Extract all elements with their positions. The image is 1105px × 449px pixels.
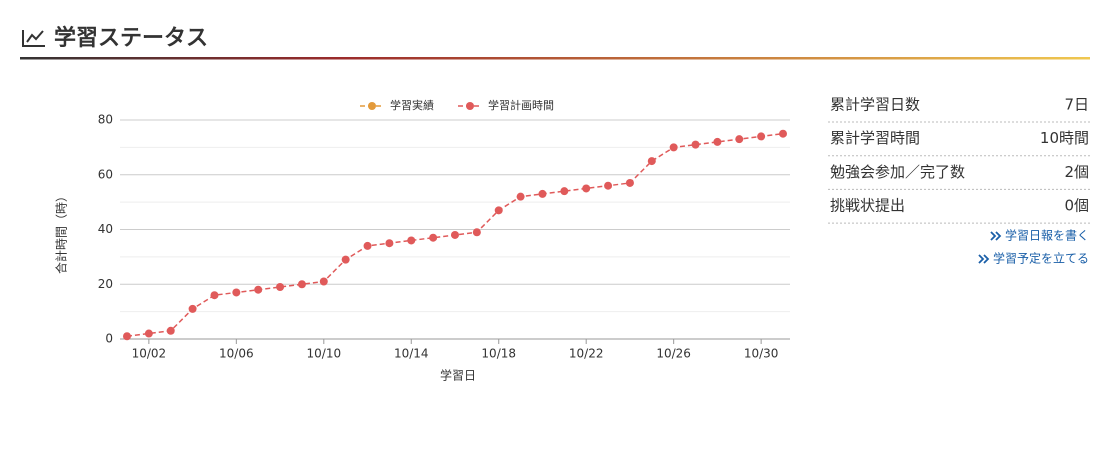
header-icon [22, 30, 45, 47]
stat-label: 累計学習時間 [830, 129, 920, 147]
data-point [385, 239, 394, 248]
stat-value: 0個 [1064, 197, 1089, 215]
data-point [779, 129, 787, 138]
data-point [691, 140, 700, 149]
x-tick-label: 10/14 [394, 347, 429, 361]
data-point [538, 189, 547, 198]
stat-label: 挑戦状提出 [830, 197, 905, 215]
stat-value: 7日 [1064, 96, 1089, 114]
data-point [669, 143, 678, 152]
stat-value: 2個 [1064, 163, 1089, 181]
x-axis-title: 学習日 [440, 368, 476, 383]
link-icon [978, 254, 990, 264]
stat-value: 10時間 [1040, 129, 1089, 147]
data-point [582, 184, 591, 193]
title-underline [20, 57, 1090, 60]
data-point [451, 230, 459, 239]
x-tick-label: 10/22 [569, 347, 604, 361]
page-title: 学習ステータス [54, 25, 208, 51]
data-point [560, 187, 569, 196]
x-tick-label: 10/10 [307, 347, 342, 361]
x-tick-label: 10/30 [744, 347, 779, 361]
link[interactable]: 学習予定を立てる [993, 251, 1089, 266]
chart: 0 20 40 60 80 10/02 10/06 10/10 10/14 10/18 10/22 1… [98, 98, 790, 361]
legend-label: 学習計画時間 [488, 98, 554, 112]
y-tick-label: 60 [98, 167, 113, 181]
data-point [516, 192, 525, 201]
legend-dot [466, 102, 474, 110]
data-point [472, 228, 481, 237]
data-point [319, 277, 328, 286]
y-tick-label: 80 [98, 113, 113, 127]
y-axis-title: 合計時間（時） [54, 190, 69, 274]
stat-label: 勉強会参加／完了数 [830, 163, 965, 181]
data-point [188, 304, 197, 313]
data-point [144, 329, 153, 338]
data-point [254, 285, 263, 294]
x-tick-label: 10/02 [132, 347, 167, 361]
link[interactable]: 学習日報を書く [1005, 228, 1089, 243]
data-point [713, 137, 722, 146]
data-point [210, 291, 219, 300]
data-point [604, 181, 613, 190]
data-point [297, 280, 306, 289]
data-point [647, 157, 656, 166]
data-point [232, 288, 241, 297]
link-icon [990, 231, 1002, 241]
y-tick-label: 20 [98, 277, 113, 291]
x-tick-label: 10/26 [656, 347, 691, 361]
data-point [123, 332, 131, 341]
legend-dot [368, 102, 376, 110]
data-point [363, 241, 372, 250]
data-point [735, 135, 744, 144]
data-point [429, 233, 438, 242]
y-tick-label: 40 [98, 222, 113, 236]
x-tick-label: 10/06 [219, 347, 254, 361]
data-point [341, 255, 350, 264]
data-point [757, 132, 766, 141]
data-point [166, 326, 175, 335]
stat-label: 累計学習日数 [830, 96, 920, 114]
data-point [407, 236, 416, 245]
data-point [625, 178, 634, 187]
x-tick-label: 10/18 [481, 347, 516, 361]
data-point [276, 282, 285, 291]
data-point [494, 206, 503, 215]
y-tick-label: 0 [105, 332, 113, 346]
legend-label: 学習実績 [390, 98, 434, 112]
